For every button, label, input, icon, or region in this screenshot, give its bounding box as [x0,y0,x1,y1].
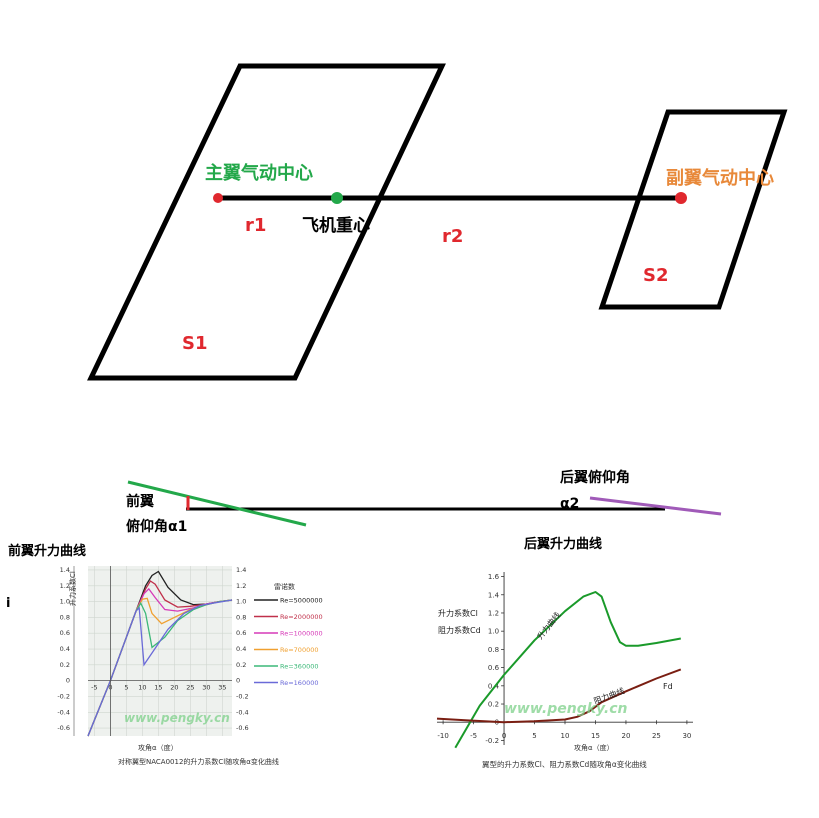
left-chart-y-tick-right: 0.2 [236,661,246,669]
right-chart-legend-cd: 阻力系数Cd [438,625,481,635]
left-chart-y-tick: 0.2 [60,661,70,669]
right-chart-x-tick: -10 [437,732,448,740]
right-chart-caption: 翼型的升力系数Cl、阻力系数Cd随攻角α变化曲线 [482,759,647,769]
right-chart-watermark: www.pengky.cn [504,701,627,717]
front-wing-label: 前翼 [126,493,154,510]
left-chart-y-tick: -0.2 [57,692,70,700]
left-chart-y-tick-right: -0.6 [236,724,249,732]
left-chart-y-tick: 0.4 [60,645,70,653]
right-chart-legend-cl: 升力系数Cl [438,608,478,618]
r2-label: r2 [442,226,463,247]
left-chart-x-tick: 35 [218,684,226,692]
left-chart-y-tick-right: 0 [236,677,240,685]
left-chart-x-tick: -5 [91,684,97,692]
left-chart-y-tick: 0.6 [60,629,70,637]
left-chart-y-tick: 1.4 [60,566,70,574]
left-chart-x-tick: 5 [124,684,128,692]
cl-cd-chart: -10 -5 0 5 10 15 20 25 30 1.6 1.4 1.2 1.0 0.8 0.6 0.4 0.… [436,572,693,769]
right-chart-y-tick: 1.4 [488,591,500,599]
right-chart-fd-label: Fd [663,682,673,691]
right-chart-series-line [454,591,681,749]
cg-label: 飞机重心 [302,215,370,236]
left-chart-x-tick: 15 [154,684,162,692]
aux-wing-center-label: 副翼气动中心 [666,167,774,189]
left-chart-y-tick-right: -0.4 [236,708,249,716]
right-chart-x-tick: 10 [561,732,570,740]
right-chart-y-tick: 1.6 [488,573,500,581]
left-chart-legend-title: 雷诺数 [274,582,295,591]
left-chart-series-line [87,599,233,737]
left-chart-caption: 对称翼型NACA0012的升力系数Cl随攻角α变化曲线 [118,757,279,766]
s1-label: S1 [182,333,208,354]
right-chart-x-tick: 20 [621,732,630,740]
right-chart-y-tick: 0.4 [488,682,500,690]
main-wing-center-label: 主翼气动中心 [205,162,313,184]
front-lift-title: 前翼升力曲线 [8,543,86,559]
aux-wing-shape [598,109,788,310]
left-chart-y-tick-right: 1.2 [236,582,246,590]
right-chart-lift-label: 升力曲线 [535,610,563,641]
left-chart-ylabel: 升力系数Cl [68,571,77,606]
left-chart-y-tick-right: 1.4 [236,566,246,574]
left-chart-y-tick-right: -0.2 [236,692,249,700]
r1-label: r1 [245,215,266,236]
left-chart-legend-entry: Re=700000 [280,646,318,654]
left-chart-y-tick: 0.8 [60,613,70,621]
left-chart-legend-entry: Re=360000 [280,663,318,671]
left-chart-legend-entry: Re=1000000 [280,630,323,638]
main-wing-center-dot [213,193,223,203]
left-chart-x-tick: 10 [138,684,146,692]
left-chart-y-tick: 0 [66,677,70,685]
right-chart-y-tick: 0.6 [488,664,500,672]
alpha2-label: α2 [560,496,579,512]
left-chart-watermark: www.pengky.cn [124,711,230,725]
left-chart-y-tick: 1.2 [60,582,70,590]
left-chart-bg [88,566,232,736]
left-chart-y-tick-right: 1.0 [236,598,246,606]
left-chart-y-tick-right: 0.8 [236,613,246,621]
left-chart-x-tick: 20 [170,684,178,692]
left-chart-y-tick: -0.4 [57,708,70,716]
front-pitch-label: 俯仰角α1 [126,518,187,535]
main-wing-shape [87,63,446,381]
right-chart-x-tick: 30 [682,732,691,740]
right-chart-y-tick: 0.2 [488,701,499,709]
left-chart-x-tick: 25 [186,684,194,692]
rear-wing-line [589,496,722,516]
right-chart-x-tick: 5 [532,732,536,740]
rear-pitch-label: 后翼俯仰角 [560,469,630,486]
rear-lift-title: 后翼升力曲线 [524,536,602,552]
front-wing-line [127,480,307,527]
left-chart-xlabel: 攻角α（度） [138,743,178,752]
right-chart-y-tick: 1.2 [488,609,499,617]
left-chart-y-tick: -0.6 [57,724,70,732]
stray-mark: i [6,596,10,611]
aux-wing-center-dot [675,192,687,204]
right-chart-series-line [436,668,682,724]
right-chart-y-tick: -0.2 [485,737,499,745]
right-chart-y-tick: 1.0 [488,628,499,636]
right-chart-x-tick: 25 [652,732,661,740]
left-chart-x-tick: 30 [202,684,210,692]
right-chart-x-tick: -5 [470,732,477,740]
left-chart-legend-entry: Re=2000000 [280,613,323,621]
right-chart-y-tick: 0.8 [488,646,499,654]
left-chart-y-tick: 1.0 [60,598,70,606]
left-chart-y-tick-right: 0.4 [236,645,246,653]
left-chart-legend-entry: Re=160000 [280,679,318,687]
right-chart-xlabel: 攻角α（度） [574,743,614,752]
left-chart-legend-entry: Re=5000000 [280,597,323,605]
right-chart-x-tick: 0 [502,732,506,740]
cg-dot [331,192,343,204]
left-chart-y-tick-right: 0.6 [236,629,246,637]
s2-label: S2 [643,265,669,286]
naca0012-lift-chart: -5 0 5 10 15 20 25 30 35 1.4 1.4 1.2 1.2 1.0 1.0 0.8 0.8… [57,566,322,766]
right-chart-x-tick: 15 [591,732,600,740]
